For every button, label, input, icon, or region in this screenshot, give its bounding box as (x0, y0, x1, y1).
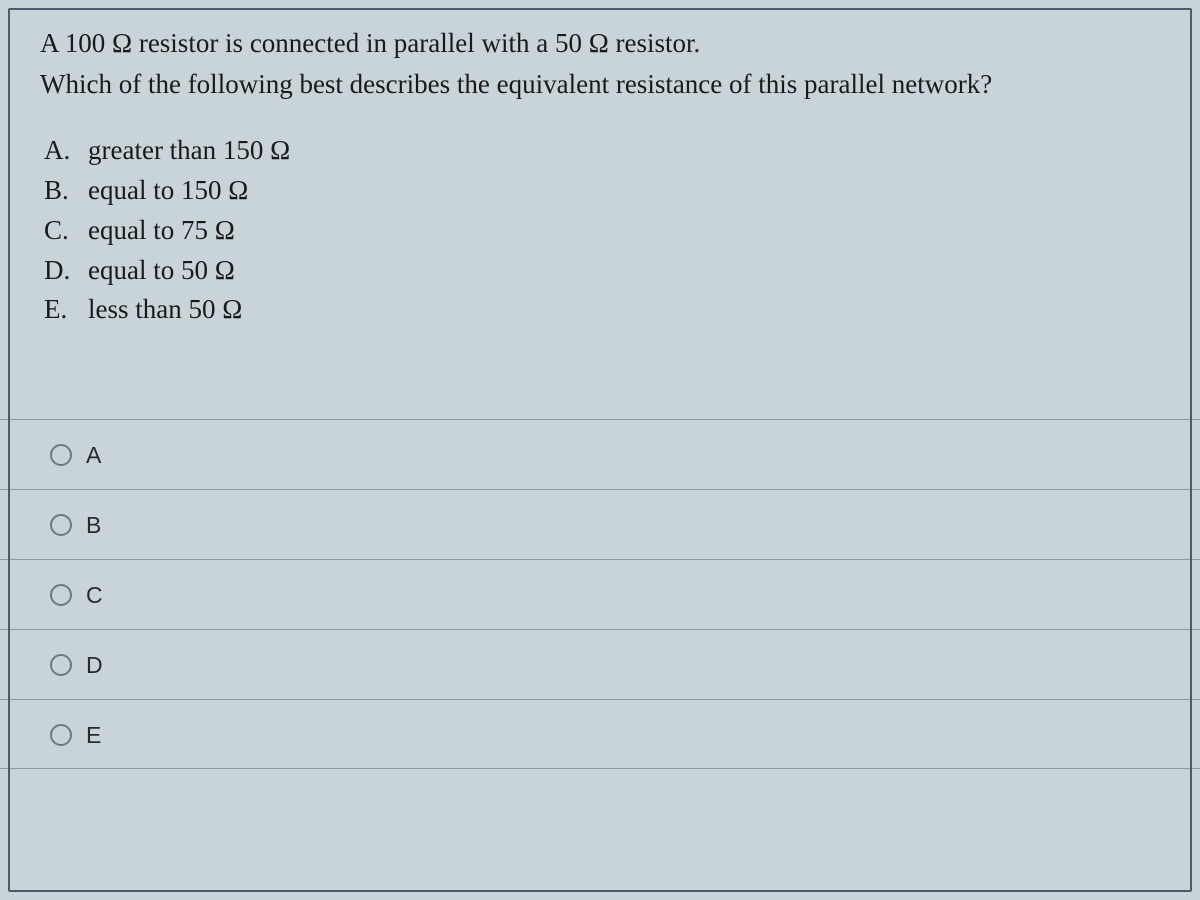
screen-border (8, 8, 1192, 892)
